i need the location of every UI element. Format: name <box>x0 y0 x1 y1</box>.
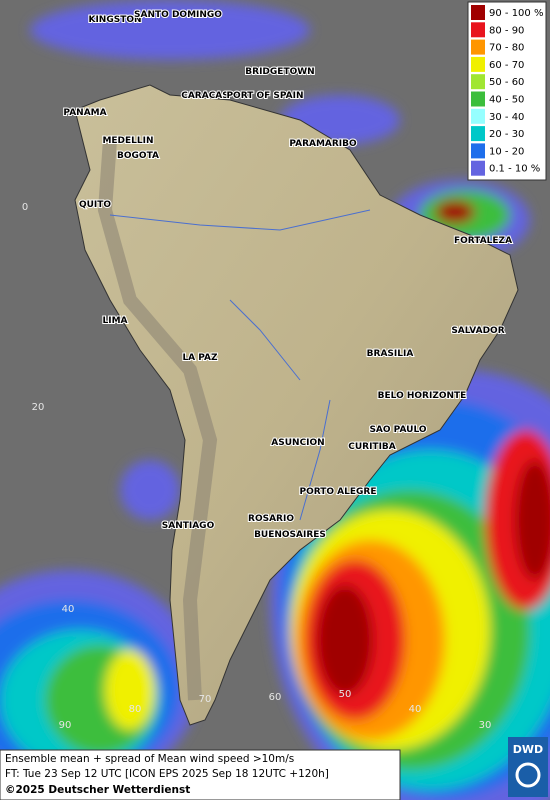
grid-label: 70 <box>199 694 212 705</box>
city-label: SAO PAULO <box>369 425 426 435</box>
city-label: BUENOSAIRES <box>254 530 326 540</box>
city-label: PORT OF SPAIN <box>226 91 303 101</box>
copyright: ©2025 Deutscher Wetterdienst <box>5 784 190 796</box>
city-label: FORTALEZA <box>454 236 512 246</box>
grid-label: 60 <box>269 692 282 703</box>
grid-label: 40 <box>62 604 75 615</box>
city-label: SANTO DOMINGO <box>134 10 222 20</box>
city-label: BRASILIA <box>367 349 414 359</box>
city-label: PARAMARIBO <box>289 139 357 149</box>
legend-swatch <box>471 22 485 38</box>
city-label: BOGOTA <box>117 151 159 161</box>
city-label: KINGSTON <box>88 15 141 25</box>
legend-label: 40 - 50 <box>489 95 524 106</box>
rivers <box>109 209 371 521</box>
grid-label: 0 <box>22 202 28 213</box>
legend-swatch <box>471 39 485 55</box>
city-label: QUITO <box>79 200 111 210</box>
legend-label: 90 - 100 % <box>489 8 543 19</box>
legend-swatch <box>471 126 485 142</box>
legend-swatch <box>471 91 485 107</box>
city-label: ASUNCION <box>271 438 324 448</box>
city-label: LIMA <box>102 316 127 326</box>
city-label: SALVADOR <box>451 326 504 336</box>
logo: DWD <box>508 737 548 797</box>
legend-swatch <box>471 160 485 176</box>
grid-label: 20 <box>32 402 45 413</box>
grid-label: 50 <box>339 689 352 700</box>
legend-swatch <box>471 143 485 159</box>
city-label: ROSARIO <box>248 514 294 524</box>
legend-label: 70 - 80 <box>489 43 524 54</box>
footer-line: FT: Tue 23 Sep 12 UTC [ICON EPS 2025 Sep… <box>5 768 329 780</box>
legend-label: 50 - 60 <box>489 77 524 88</box>
legend-label: 80 - 90 <box>489 25 524 36</box>
city-label: CURITIBA <box>348 442 396 452</box>
legend-swatch <box>471 5 485 20</box>
grid-label: 90 <box>59 720 72 731</box>
legend: 90 - 100 % 80 - 90 70 - 80 60 - 70 50 - 60 40… <box>467 1 547 181</box>
grid-label: 30 <box>479 720 492 731</box>
logo-text: DWD <box>513 743 543 756</box>
legend-swatch <box>471 108 485 124</box>
legend-swatch <box>471 56 485 72</box>
legend-label: 0.1 - 10 % <box>489 164 540 175</box>
legend-label: 30 - 40 <box>489 112 524 123</box>
city-label: SANTIAGO <box>162 521 215 531</box>
city-label: LA PAZ <box>182 353 218 363</box>
legend-label: 60 - 70 <box>489 60 524 71</box>
city-label: PORTO ALEGRE <box>299 487 376 497</box>
city-label: BELO HORIZONTE <box>378 391 467 401</box>
grid-label: 40 <box>409 704 422 715</box>
footer-line: Ensemble mean + spread of Mean wind spee… <box>5 753 294 765</box>
footer: Ensemble mean + spread of Mean wind spee… <box>0 749 401 800</box>
city-label: CARACAS <box>181 91 229 101</box>
legend-swatch <box>471 74 485 90</box>
legend-label: 20 - 30 <box>489 129 524 140</box>
city-label: PANAMA <box>63 108 106 118</box>
andes <box>97 139 218 701</box>
south-america <box>74 84 519 726</box>
grid-label: 80 <box>129 704 142 715</box>
city-label: BRIDGETOWN <box>245 67 314 77</box>
legend-label: 10 - 20 <box>489 146 524 157</box>
city-label: MEDELLIN <box>102 136 153 146</box>
